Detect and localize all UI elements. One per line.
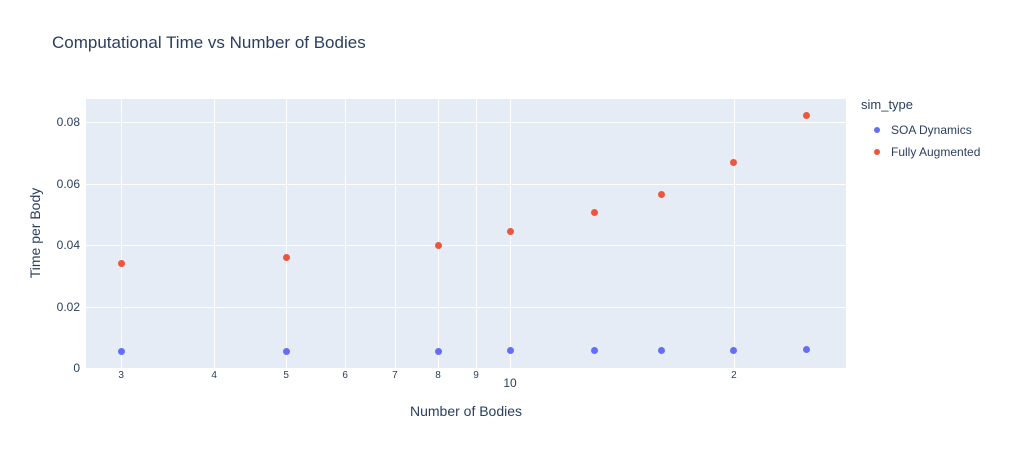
point-soa-dynamics[interactable] [506, 347, 514, 355]
x-tick-label: 5 [283, 370, 289, 381]
point-soa-dynamics[interactable] [802, 346, 810, 354]
x-gridline [733, 99, 735, 368]
y-tick-label: 0.06 [56, 176, 80, 191]
point-fully-augmented[interactable] [434, 241, 442, 249]
x-tick-label: 6 [342, 370, 348, 381]
legend-marker-icon [874, 149, 880, 155]
point-soa-dynamics[interactable] [730, 346, 738, 354]
legend-item-fully-augmented[interactable]: Fully Augmented [861, 141, 980, 163]
point-fully-augmented[interactable] [117, 260, 125, 267]
y-gridline [86, 122, 846, 124]
x-gridline [476, 99, 477, 368]
legend-item-label: Fully Augmented [891, 145, 981, 159]
point-fully-augmented[interactable] [506, 227, 514, 235]
legend-title: sim_type [861, 97, 914, 112]
y-tick-label: 0.08 [56, 115, 80, 130]
point-soa-dynamics[interactable] [282, 347, 290, 355]
x-axis-title: Number of Bodies [409, 403, 523, 419]
x-tick-label: 3 [118, 370, 124, 381]
legend-item-soa-dynamics[interactable]: SOA Dynamics [861, 119, 980, 141]
y-gridline [86, 245, 846, 246]
x-tick-label: 4 [211, 370, 217, 381]
y-gridline [86, 183, 846, 185]
y-gridline [86, 306, 846, 308]
point-soa-dynamics[interactable] [434, 347, 442, 355]
point-fully-augmented[interactable] [802, 112, 810, 120]
x-tick-label: 9 [473, 370, 479, 381]
point-fully-augmented[interactable] [658, 190, 666, 198]
point-soa-dynamics[interactable] [658, 346, 666, 354]
x-gridline [121, 99, 123, 368]
x-gridline [214, 99, 216, 368]
y-tick-label: 0 [73, 361, 80, 375]
x-tick-label: 7 [392, 370, 398, 381]
point-soa-dynamics[interactable] [591, 347, 599, 354]
point-fully-augmented[interactable] [591, 209, 599, 217]
chart-title: Computational Time vs Number of Bodies [52, 33, 366, 52]
x-gridline [438, 99, 439, 368]
x-gridline [394, 99, 396, 368]
legend: sim_type SOA Dynamics Fully Augmented [861, 97, 980, 163]
y-tick-label: 0.02 [56, 299, 80, 314]
y-tick-label: 0.04 [56, 238, 80, 252]
plot-area[interactable] [86, 99, 846, 368]
x-gridline [286, 99, 288, 368]
point-fully-augmented[interactable] [730, 158, 738, 166]
point-soa-dynamics[interactable] [117, 347, 125, 355]
x-tick-label: 8 [435, 370, 441, 381]
x-gridline [345, 99, 347, 368]
legend-item-label: SOA Dynamics [891, 123, 972, 137]
point-fully-augmented[interactable] [282, 253, 290, 261]
legend-marker-icon [874, 127, 880, 133]
x-tick-label: 2 [731, 370, 737, 381]
x-tick-label: 10 [503, 376, 517, 390]
